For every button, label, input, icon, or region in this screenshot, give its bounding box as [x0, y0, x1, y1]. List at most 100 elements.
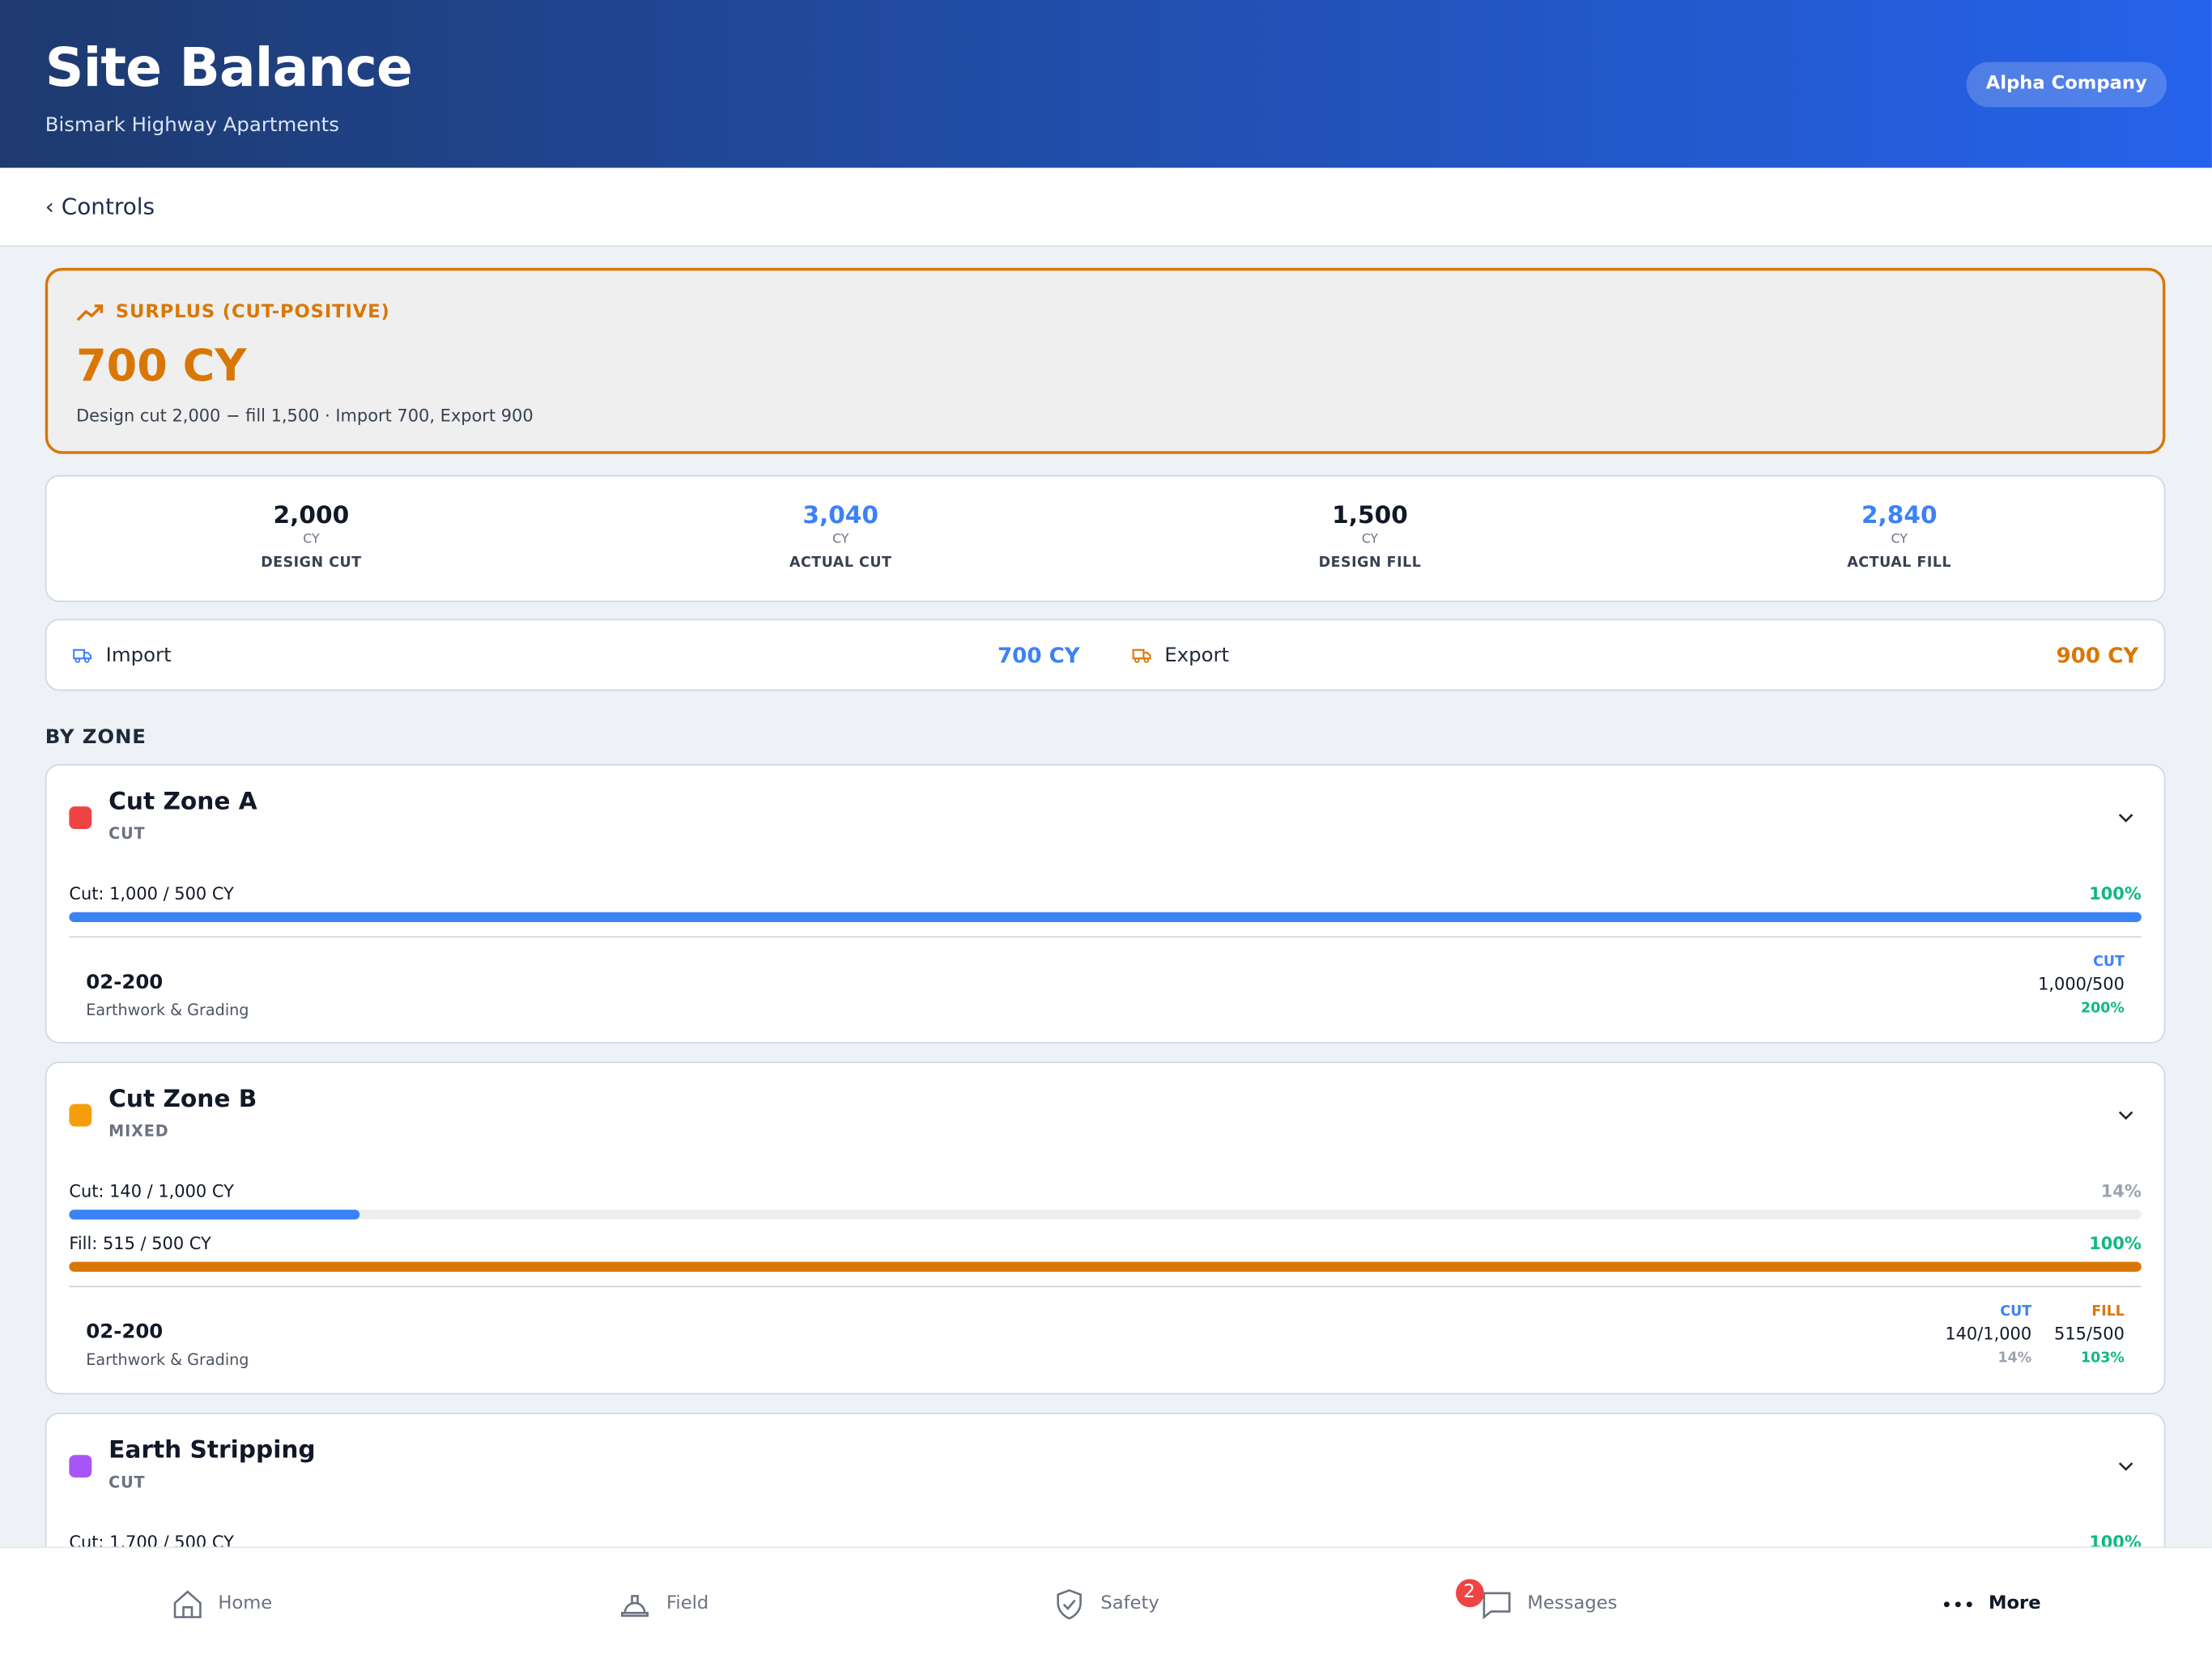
cost-code-row: 02-200 Earthwork & Grading CUT 1,000/500 200… — [69, 937, 2141, 1036]
stat-label: ACTUAL FILL — [1847, 555, 1952, 572]
zone-titles: Cut Zone B MIXED — [108, 1086, 257, 1141]
expand-toggle[interactable] — [2113, 1103, 2138, 1133]
stats-card: 2,000 CY DESIGN CUT 3,040 CY ACTUAL CUT 1,500 C… — [45, 474, 2166, 602]
stat: 1,500 CY DESIGN FILL — [1105, 477, 1635, 601]
cost-columns: CUT 140/1,000 14% FILL 515/500 103% — [1945, 1304, 2125, 1386]
expand-toggle[interactable] — [2113, 805, 2138, 835]
zone-header: Cut Zone B MIXED — [69, 1086, 2141, 1173]
stat: 2,000 CY DESIGN CUT — [46, 477, 576, 601]
tab-label: Field — [666, 1592, 709, 1615]
zone-header: Earth Stripping CUT — [69, 1437, 2141, 1524]
progress-track — [69, 1261, 2142, 1272]
section-title: BY ZONE — [45, 725, 147, 749]
column-percent: 103% — [2081, 1350, 2125, 1367]
surplus-detail: Design cut 2,000 − fill 1,500 · Import 7… — [76, 406, 534, 426]
zone-name: Cut Zone B — [108, 1085, 257, 1114]
transfer-amount: 900 CY — [2056, 642, 2139, 668]
tab-icon — [1482, 1591, 1511, 1619]
stat-unit: CY — [303, 533, 320, 547]
stat: 2,840 CY ACTUAL FILL — [1635, 477, 2164, 601]
column-kind: FILL — [2091, 1303, 2125, 1320]
zone-name: Cut Zone A — [108, 788, 257, 817]
cost-column: CUT 1,000/500 200% — [2038, 954, 2125, 1036]
column-percent: 200% — [2081, 1001, 2125, 1017]
tab-icon — [621, 1594, 649, 1617]
cost-code-number: 02-200 — [86, 1320, 164, 1344]
stat-label: DESIGN FILL — [1318, 555, 1422, 572]
progress-row: Fill: 515 / 500 CY 100% — [69, 1234, 2141, 1253]
zone-type: CUT — [108, 1473, 146, 1492]
divider — [69, 936, 2142, 938]
stat: 3,040 CY ACTUAL CUT — [576, 477, 1105, 601]
chevron-icon — [2118, 814, 2133, 823]
progress-track — [69, 1209, 2142, 1220]
progress-row: Cut: 140 / 1,000 CY 14% — [69, 1181, 2141, 1201]
stat-value: 1,500 — [1332, 501, 1408, 530]
progress-row: Cut: 1,000 / 500 CY 100% — [69, 884, 2141, 903]
stat-unit: CY — [832, 533, 849, 547]
truck-icon — [1131, 648, 1151, 662]
trend-icon — [76, 304, 104, 321]
tab-button[interactable]: More — [1769, 1548, 2211, 1658]
stat-unit: CY — [1891, 533, 1908, 547]
stat-value: 2,840 — [1861, 501, 1938, 530]
divider — [69, 1286, 2142, 1287]
progress-track — [69, 912, 2142, 922]
header: Site Balance Bismark Highway Apartments … — [0, 0, 2212, 168]
tab-button[interactable]: Home — [0, 1548, 442, 1658]
cost-column: FILL 515/500 103% — [2054, 1304, 2125, 1386]
progress-fill — [69, 912, 2142, 922]
cost-code-desc: Earthwork & Grading — [86, 1350, 249, 1369]
tab-icon — [173, 1589, 202, 1618]
stat-value: 3,040 — [802, 501, 879, 530]
zone-titles: Cut Zone A CUT — [108, 788, 257, 843]
tab-label: Home — [218, 1592, 273, 1615]
zone-type: MIXED — [108, 1122, 169, 1141]
progress-percent: 14% — [2100, 1181, 2142, 1201]
progress-percent: 100% — [2089, 883, 2142, 904]
surplus-amount: 700 CY — [76, 341, 247, 393]
tab-bar: Home Field Safety 2 Messages More — [0, 1546, 2212, 1658]
progress-label: Cut: 1,000 / 500 CY — [69, 883, 234, 904]
transfer-card: Import 700 CY Export 900 CY — [45, 619, 2166, 691]
column-kind: CUT — [2000, 1303, 2032, 1320]
transfer: Import 700 CY — [46, 620, 1105, 689]
project-name: Bismark Highway Apartments — [45, 114, 339, 137]
column-kind: CUT — [2093, 954, 2125, 971]
expand-toggle[interactable] — [2113, 1453, 2138, 1484]
chevron-icon — [2118, 1462, 2133, 1471]
transfer-label: Import — [105, 643, 172, 666]
stat-label: DESIGN CUT — [261, 555, 362, 572]
tab-button[interactable]: 2 Messages — [1327, 1548, 1769, 1658]
page-title: Site Balance — [45, 36, 413, 99]
column-amount: 515/500 — [2054, 1324, 2125, 1344]
back-link[interactable]: ‹ Controls — [0, 168, 2212, 247]
tab-button[interactable]: Safety — [885, 1548, 1327, 1658]
progress-label: Cut: 140 / 1,000 CY — [69, 1181, 234, 1201]
stat-value: 2,000 — [273, 501, 350, 530]
cost-column: CUT 140/1,000 14% — [1945, 1304, 2031, 1386]
cost-columns: CUT 1,000/500 200% — [2038, 954, 2125, 1036]
tab-icon — [1943, 1601, 1972, 1607]
cost-code: 02-200 Earthwork & Grading — [86, 1304, 249, 1386]
tab-button[interactable]: Field — [442, 1548, 884, 1658]
truck-icon — [73, 648, 92, 662]
progress-fill — [69, 1261, 2142, 1272]
zone-type: CUT — [108, 824, 146, 844]
column-amount: 1,000/500 — [2038, 974, 2125, 994]
zone-card[interactable]: Cut Zone B MIXED Cut: 140 / 1,000 CY 14% Fil… — [45, 1061, 2166, 1395]
surplus-label-row: SURPLUS (CUT-POSITIVE) — [76, 302, 390, 323]
zone-card[interactable]: Cut Zone A CUT Cut: 1,000 / 500 CY 100% 02-2… — [45, 763, 2166, 1044]
column-amount: 140/1,000 — [1945, 1324, 2032, 1344]
surplus-label: SURPLUS (CUT-POSITIVE) — [115, 301, 390, 323]
company-badge[interactable]: Alpha Company — [1966, 62, 2167, 108]
transfer-label: Export — [1164, 643, 1230, 666]
tab-label: Safety — [1100, 1592, 1159, 1615]
progress-fill — [69, 1209, 359, 1220]
zone-titles: Earth Stripping CUT — [108, 1437, 315, 1492]
tab-label: Messages — [1527, 1592, 1618, 1615]
column-percent: 14% — [1997, 1350, 2032, 1367]
zone-color — [69, 1103, 92, 1127]
